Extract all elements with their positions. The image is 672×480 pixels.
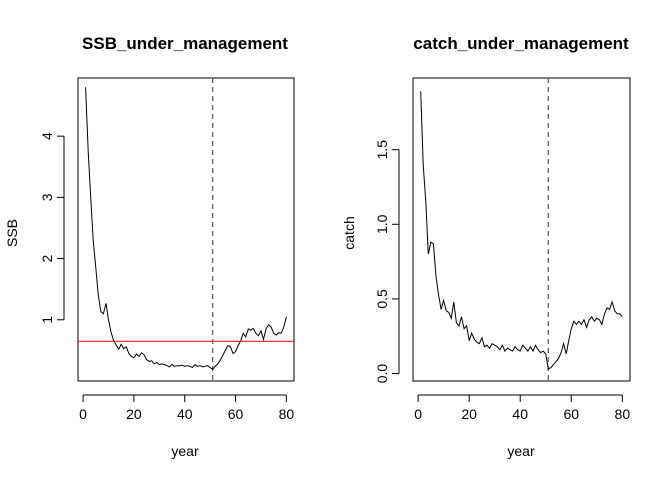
y-axis-label: SSB (4, 219, 20, 247)
y-tick-label: 3 (39, 193, 55, 201)
plot-frame (412, 77, 631, 382)
y-tick-label: 0.5 (374, 289, 390, 309)
y-tick-label: 1.5 (374, 140, 390, 160)
ssb-panel: SSB_under_management year SSB 0 20 40 60 80 1… (4, 34, 295, 459)
x-tick-label: 60 (563, 406, 579, 422)
x-axis-label: year (171, 443, 199, 459)
x-tick-label: 40 (177, 406, 193, 422)
y-tick-label: 1.0 (374, 214, 390, 234)
chart-title: SSB_under_management (82, 34, 288, 53)
y-tick-label: 2 (39, 254, 55, 262)
x-tick-label: 80 (279, 406, 295, 422)
x-tick-label: 80 (615, 406, 631, 422)
catch-panel: catch_under_management year catch 0 20 40 6… (341, 34, 631, 459)
x-tick-label: 0 (414, 406, 422, 422)
y-axis-label: catch (341, 216, 357, 249)
y-tick-label: 4 (39, 132, 55, 140)
x-axis-label: year (507, 443, 535, 459)
x-tick-label: 40 (512, 406, 528, 422)
x-tick-label: 20 (461, 406, 477, 422)
x-tick-label: 60 (228, 406, 244, 422)
y-tick-label: 1 (39, 316, 55, 324)
series-line (420, 91, 623, 370)
chart-title: catch_under_management (413, 34, 629, 53)
x-tick-label: 0 (79, 406, 87, 422)
series-line (85, 87, 287, 371)
y-tick-label: 0.0 (374, 364, 390, 384)
x-tick-label: 20 (126, 406, 142, 422)
plot-frame (77, 77, 295, 382)
